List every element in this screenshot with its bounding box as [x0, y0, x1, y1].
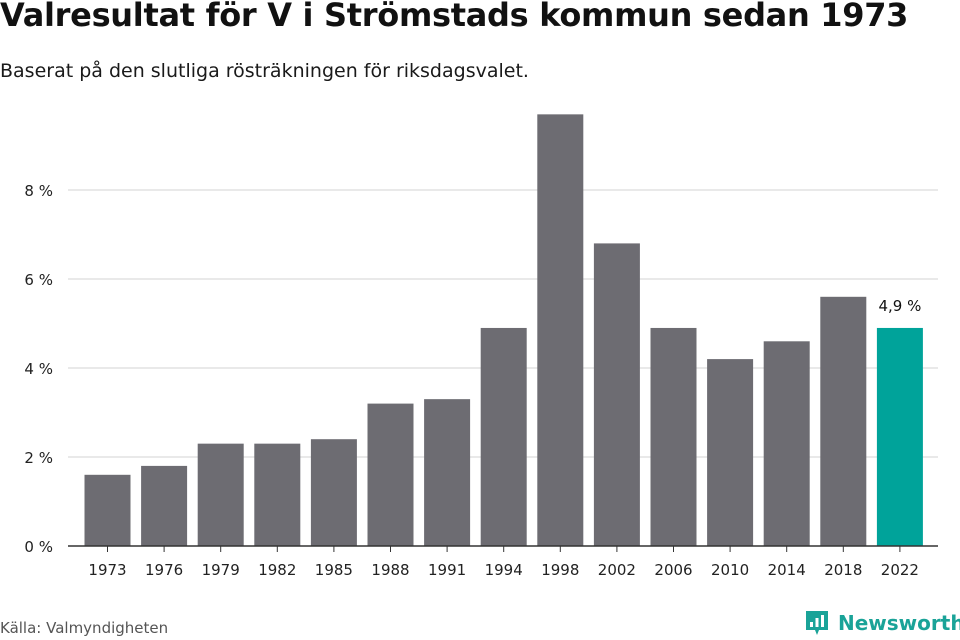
bar: [537, 114, 584, 546]
x-tick-label: 1998: [541, 561, 579, 579]
bar: [367, 403, 414, 546]
value-annotation: 4,9 %: [878, 297, 921, 315]
y-tick-label: 6 %: [24, 271, 53, 289]
x-tick-label: 1979: [202, 561, 240, 579]
x-tick-label: 1991: [428, 561, 466, 579]
bar: [310, 439, 357, 546]
bar-highlight: [876, 327, 923, 546]
brand-name: Newsworthy: [838, 611, 960, 635]
bar: [763, 341, 810, 546]
annotations: 4,9 %: [878, 297, 921, 315]
y-tick-label: 8 %: [24, 182, 53, 200]
x-tick-label: 2022: [881, 561, 919, 579]
x-tick-label: 2018: [824, 561, 862, 579]
bar: [650, 327, 697, 546]
bar: [254, 443, 301, 546]
bar: [84, 474, 131, 546]
bar: [593, 243, 640, 546]
x-tick-labels: 1973 1976 1979 1982 1985 1988 1991 1994 1998 2002…: [88, 546, 919, 579]
brand-logo: Newsworthy: [804, 609, 960, 637]
x-tick-label: 2006: [654, 561, 692, 579]
x-tick-label: 2002: [598, 561, 636, 579]
bar: [141, 465, 188, 546]
chart-title: Valresultat för V i Strömstads kommun se…: [0, 0, 909, 34]
x-tick-label: 1985: [315, 561, 353, 579]
y-tick-labels: 0 % 2 % 4 % 6 % 8 %: [24, 182, 53, 556]
x-tick-label: 1976: [145, 561, 183, 579]
newsworthy-logo-icon: [806, 611, 828, 635]
y-tick-label: 0 %: [24, 538, 53, 556]
bar: [480, 327, 527, 546]
x-tick-label: 1982: [258, 561, 296, 579]
bar: [820, 296, 867, 546]
source-note: Källa: Valmyndigheten: [0, 619, 169, 637]
bars: [84, 114, 923, 546]
x-tick-label: 1994: [485, 561, 523, 579]
bar: [424, 399, 471, 546]
chart-subtitle: Baserat på den slutliga rösträkningen fö…: [0, 60, 529, 82]
y-tick-label: 2 %: [24, 449, 53, 467]
x-tick-label: 1973: [88, 561, 126, 579]
x-tick-label: 1988: [371, 561, 409, 579]
x-tick-label: 2014: [768, 561, 806, 579]
x-tick-label: 2010: [711, 561, 749, 579]
y-tick-label: 4 %: [24, 360, 53, 378]
bar: [197, 443, 244, 546]
bar: [707, 359, 754, 546]
